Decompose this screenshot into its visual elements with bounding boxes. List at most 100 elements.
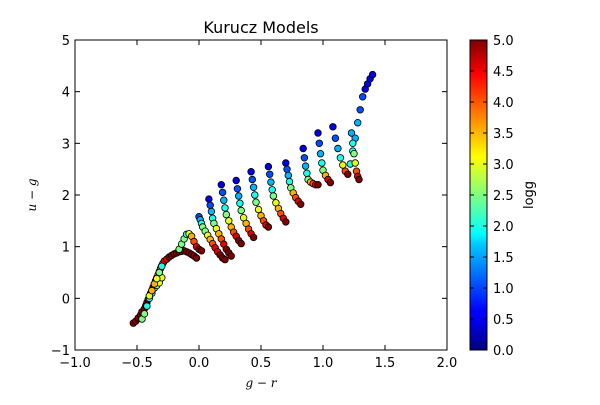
y-tick-label: 3 bbox=[62, 137, 70, 152]
data-point bbox=[252, 198, 260, 206]
data-point bbox=[316, 149, 325, 158]
data-point bbox=[140, 310, 149, 318]
data-point bbox=[331, 134, 340, 142]
data-point bbox=[221, 204, 229, 212]
data-point bbox=[284, 171, 292, 180]
colorbar-tick-label: 2.5 bbox=[493, 189, 514, 204]
x-tick-label: −1.0 bbox=[59, 356, 91, 371]
y-axis: −1 0 1 2 3 4 5 bbox=[51, 34, 447, 359]
data-point bbox=[248, 175, 256, 184]
data-point bbox=[192, 254, 201, 262]
data-point bbox=[234, 192, 243, 200]
y-axis-label: u − g bbox=[25, 178, 39, 211]
y-tick-label: 4 bbox=[62, 86, 70, 101]
data-point bbox=[218, 188, 227, 197]
data-point bbox=[232, 176, 240, 185]
colorbar-tick-label: 4.5 bbox=[493, 65, 514, 80]
scatter-points bbox=[129, 70, 377, 327]
data-point bbox=[314, 129, 322, 137]
colorbar-tick-label: 1.0 bbox=[493, 282, 514, 297]
colorbar-tick-label: 3.0 bbox=[493, 158, 514, 173]
data-point bbox=[326, 178, 335, 187]
data-point bbox=[237, 239, 245, 248]
data-point bbox=[301, 162, 310, 170]
data-point bbox=[350, 149, 358, 158]
x-tick-label: 1.5 bbox=[375, 356, 396, 371]
data-point bbox=[217, 180, 225, 189]
data-point bbox=[222, 210, 230, 219]
colorbar-tick-label: 0.5 bbox=[493, 313, 514, 328]
y-tick-label: 2 bbox=[62, 189, 70, 204]
y-tick-label: 5 bbox=[62, 34, 70, 49]
data-point bbox=[297, 200, 305, 208]
colorbar-tick-label: 0.0 bbox=[493, 344, 514, 359]
data-point bbox=[158, 262, 166, 270]
data-point bbox=[269, 192, 278, 200]
data-point bbox=[197, 247, 206, 255]
data-point bbox=[264, 162, 273, 171]
data-point bbox=[153, 275, 161, 283]
data-point bbox=[351, 159, 359, 167]
colorbar-tick-label: 5.0 bbox=[493, 34, 514, 49]
data-point bbox=[268, 186, 276, 194]
data-point bbox=[207, 207, 216, 216]
x-tick-label: 0.5 bbox=[251, 356, 272, 371]
data-point bbox=[247, 167, 255, 176]
data-point bbox=[267, 178, 275, 186]
data-point bbox=[227, 252, 235, 260]
data-point bbox=[225, 217, 233, 225]
x-tick-label: 1.0 bbox=[313, 356, 334, 371]
y-tick-label: 0 bbox=[62, 292, 70, 307]
y-tick-label: 1 bbox=[62, 241, 70, 256]
data-point bbox=[206, 201, 214, 209]
colorbar-tick-label: 2.0 bbox=[493, 220, 514, 235]
colorbar-tick-label: 4.0 bbox=[493, 96, 514, 111]
data-point bbox=[143, 302, 151, 310]
colorbar-label: logg bbox=[522, 181, 537, 209]
data-point bbox=[148, 286, 156, 295]
x-tick-label: 0.0 bbox=[189, 356, 210, 371]
data-point bbox=[282, 159, 290, 167]
data-point bbox=[264, 223, 273, 231]
data-point bbox=[355, 175, 363, 184]
data-point bbox=[336, 154, 345, 162]
data-point bbox=[339, 161, 347, 169]
x-tick-label: 2.0 bbox=[437, 356, 458, 371]
data-point bbox=[282, 218, 290, 226]
data-point bbox=[236, 199, 244, 207]
data-point bbox=[266, 170, 274, 178]
data-point bbox=[249, 233, 258, 242]
colorbar-tick-label: 1.5 bbox=[493, 251, 514, 266]
x-tick-label: −0.5 bbox=[121, 356, 153, 371]
x-axis: −1.0 −0.5 0.0 0.5 1.0 1.5 2.0 bbox=[59, 40, 457, 371]
data-point bbox=[251, 191, 259, 199]
data-point bbox=[368, 70, 377, 79]
data-point bbox=[344, 170, 352, 178]
data-point bbox=[303, 169, 311, 177]
data-point bbox=[155, 268, 163, 277]
data-point bbox=[314, 180, 322, 189]
data-point bbox=[233, 185, 242, 193]
data-point bbox=[334, 144, 342, 153]
data-point bbox=[354, 118, 362, 127]
data-point bbox=[254, 205, 263, 214]
y-tick-label: −1 bbox=[51, 344, 70, 359]
data-point bbox=[349, 139, 357, 147]
data-point bbox=[359, 93, 367, 101]
data-point bbox=[205, 195, 213, 203]
data-point bbox=[315, 139, 323, 147]
data-point bbox=[347, 129, 356, 137]
data-point bbox=[221, 255, 229, 264]
x-axis-label: g − r bbox=[245, 376, 277, 390]
plot-area bbox=[74, 39, 448, 351]
data-point bbox=[318, 159, 326, 167]
chart-title: Kurucz Models bbox=[203, 18, 318, 37]
data-point bbox=[220, 196, 228, 204]
data-point bbox=[356, 106, 364, 114]
data-point bbox=[299, 144, 307, 153]
data-point bbox=[329, 123, 337, 131]
data-point bbox=[283, 165, 291, 173]
data-point bbox=[249, 183, 258, 191]
